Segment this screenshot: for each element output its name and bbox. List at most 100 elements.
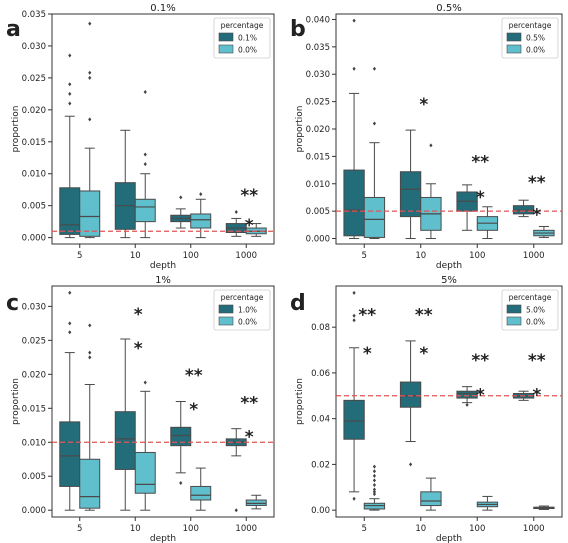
panel-title: 1% (155, 275, 171, 286)
box-dark-100 (456, 184, 478, 231)
panel-a: a 0.1% 0.000 0.005 0.010 0.015 0.020 0.025 0.030… (6, 3, 275, 271)
box-iqr (134, 451, 156, 494)
box-iqr (399, 171, 422, 218)
x-tick-label: 10 (415, 251, 426, 261)
flier-point (88, 70, 92, 75)
flier-point (68, 53, 72, 58)
flier-point (68, 82, 72, 87)
double-asterisk: ** (240, 393, 258, 413)
y-tick-label: 0.000 (22, 234, 46, 244)
legend-title: percentage (221, 21, 264, 30)
legend-swatch-dark (218, 32, 234, 42)
panel-label: d (290, 291, 306, 316)
flier-point (408, 462, 413, 467)
axes-frame (51, 13, 275, 245)
flier-point (352, 18, 356, 23)
legend-swatch-dark (506, 304, 522, 314)
box-iqr (170, 426, 192, 447)
flier-point (465, 402, 469, 407)
x-tick-label: 10 (415, 524, 426, 534)
x-tick-label: 10 (130, 251, 141, 261)
flier-point (143, 162, 147, 167)
single-asterisk: * (245, 216, 254, 236)
y-axis-label: proportion (295, 106, 305, 153)
box-light-100 (476, 206, 499, 240)
legend-title: percentage (509, 21, 552, 30)
flier-point (88, 21, 92, 26)
flier-point (199, 192, 203, 197)
panel-title: 0.1% (150, 3, 175, 14)
flier-point (352, 290, 356, 295)
flier-point (68, 290, 72, 295)
flier-point (68, 330, 72, 335)
double-asterisk: ** (415, 305, 433, 325)
single-asterisk: * (532, 385, 541, 405)
box-iqr (79, 190, 101, 237)
x-tick-label: 5 (77, 251, 82, 261)
box-light-10 (420, 477, 442, 511)
double-asterisk: ** (240, 186, 258, 206)
y-tick-label: 0.010 (22, 438, 46, 448)
flier-point (68, 321, 72, 326)
x-axis-label: depth (436, 261, 462, 271)
box-iqr (59, 187, 81, 235)
box-dark-1000 (225, 210, 247, 237)
x-tick-label: 1000 (235, 524, 257, 534)
y-tick-label: 0.000 (22, 506, 46, 516)
flier-point (372, 469, 377, 474)
y-tick-label: 0.04 (311, 415, 330, 425)
y-tick-label: 0.015 (22, 404, 46, 414)
flier-point (143, 152, 147, 157)
box-dark-5 (59, 290, 81, 511)
y-tick-label: 0.005 (306, 207, 330, 217)
legend-entry: 0.0% (526, 318, 545, 327)
y-tick-label: 0.025 (22, 336, 46, 346)
panel-d: d 5% 0.00 0.02 0.04 0.06 0.08 proportion 5 10 100 1… (290, 275, 563, 543)
flier-point (352, 496, 356, 501)
panel-label: a (6, 17, 21, 42)
box-dark-10 (114, 129, 136, 239)
legend-entry: 0.0% (526, 46, 545, 55)
legend-entry: 0.5% (526, 34, 545, 43)
flier-point (372, 464, 377, 469)
legend-entry: 0.0% (238, 46, 257, 55)
double-asterisk: ** (528, 173, 546, 193)
box-iqr (134, 198, 156, 223)
x-axis-label: depth (150, 261, 176, 271)
flier-point (352, 313, 356, 318)
y-tick-label: 0.040 (306, 15, 330, 25)
legend-swatch-light (506, 316, 522, 326)
y-tick-label: 0.015 (22, 138, 46, 148)
y-axis-label: proportion (11, 378, 21, 425)
legend-swatch-dark (218, 304, 234, 314)
single-asterisk: * (245, 427, 254, 447)
legend-swatch-light (506, 44, 522, 54)
double-asterisk: ** (471, 351, 489, 371)
legend: percentage 1.0% 0.0% (213, 289, 271, 331)
double-asterisk: ** (471, 152, 489, 172)
single-asterisk: * (476, 188, 485, 208)
box-dark-10 (114, 338, 136, 511)
x-tick-label: 5 (362, 251, 367, 261)
y-tick-label: 0.030 (306, 70, 330, 80)
panel-label: b (290, 17, 306, 42)
x-tick-label: 100 (183, 251, 199, 261)
box-dark-5 (343, 18, 365, 240)
flier-point (88, 323, 92, 328)
single-asterisk: * (134, 339, 143, 359)
flier-point (372, 487, 377, 492)
flier-point (143, 89, 147, 94)
box-dark-100 (456, 386, 478, 407)
box-dark-5 (59, 53, 81, 239)
flier-point (372, 482, 377, 487)
box-dark-5 (343, 290, 365, 501)
legend: percentage 0.1% 0.0% (213, 17, 271, 59)
legend-entry: 0.0% (238, 318, 257, 327)
flier-point (88, 117, 92, 122)
y-tick-label: 0.010 (306, 180, 330, 190)
legend: percentage 0.5% 0.0% (501, 17, 559, 59)
flier-point (143, 380, 147, 385)
y-tick-label: 0.025 (22, 74, 46, 84)
legend-entry: 0.1% (238, 34, 257, 43)
